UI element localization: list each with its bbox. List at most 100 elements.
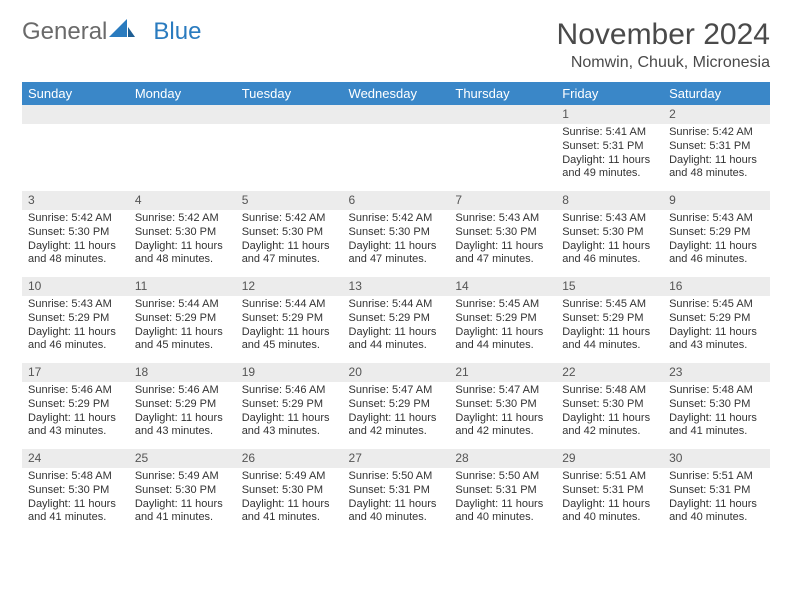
day-number: 3: [22, 191, 129, 210]
sunrise-text: Sunrise: 5:50 AM: [455, 470, 550, 484]
daylight-text: Daylight: 11 hours and 44 minutes.: [349, 326, 444, 354]
day-number: 16: [663, 277, 770, 296]
sunset-text: Sunset: 5:31 PM: [455, 484, 550, 498]
cell-body: Sunrise: 5:50 AMSunset: 5:31 PMDaylight:…: [449, 468, 556, 529]
daylight-text: Daylight: 11 hours and 44 minutes.: [455, 326, 550, 354]
day-number: [129, 105, 236, 124]
cell-body: Sunrise: 5:45 AMSunset: 5:29 PMDaylight:…: [556, 296, 663, 357]
daylight-text: Daylight: 11 hours and 45 minutes.: [135, 326, 230, 354]
calendar-cell: 30Sunrise: 5:51 AMSunset: 5:31 PMDayligh…: [663, 449, 770, 535]
day-number: 14: [449, 277, 556, 296]
calendar-cell: 15Sunrise: 5:45 AMSunset: 5:29 PMDayligh…: [556, 277, 663, 363]
day-number: 6: [343, 191, 450, 210]
calendar-cell: 26Sunrise: 5:49 AMSunset: 5:30 PMDayligh…: [236, 449, 343, 535]
sunset-text: Sunset: 5:30 PM: [455, 226, 550, 240]
cell-body: Sunrise: 5:43 AMSunset: 5:30 PMDaylight:…: [449, 210, 556, 271]
daylight-text: Daylight: 11 hours and 49 minutes.: [562, 154, 657, 182]
calendar-cell: 28Sunrise: 5:50 AMSunset: 5:31 PMDayligh…: [449, 449, 556, 535]
daylight-text: Daylight: 11 hours and 43 minutes.: [242, 412, 337, 440]
day-number: 11: [129, 277, 236, 296]
cell-body: Sunrise: 5:46 AMSunset: 5:29 PMDaylight:…: [236, 382, 343, 443]
sunset-text: Sunset: 5:29 PM: [349, 312, 444, 326]
calendar-cell: 19Sunrise: 5:46 AMSunset: 5:29 PMDayligh…: [236, 363, 343, 449]
day-number: 4: [129, 191, 236, 210]
cell-body: Sunrise: 5:48 AMSunset: 5:30 PMDaylight:…: [556, 382, 663, 443]
sunset-text: Sunset: 5:30 PM: [669, 398, 764, 412]
cell-body: Sunrise: 5:42 AMSunset: 5:30 PMDaylight:…: [22, 210, 129, 271]
daylight-text: Daylight: 11 hours and 48 minutes.: [669, 154, 764, 182]
month-title: November 2024: [557, 18, 770, 52]
brand-logo: General Blue: [22, 18, 201, 46]
daylight-text: Daylight: 11 hours and 41 minutes.: [135, 498, 230, 526]
day-number: 22: [556, 363, 663, 382]
sunrise-text: Sunrise: 5:42 AM: [28, 212, 123, 226]
sunset-text: Sunset: 5:30 PM: [28, 226, 123, 240]
sunrise-text: Sunrise: 5:47 AM: [349, 384, 444, 398]
daylight-text: Daylight: 11 hours and 41 minutes.: [242, 498, 337, 526]
calendar-cell: 25Sunrise: 5:49 AMSunset: 5:30 PMDayligh…: [129, 449, 236, 535]
day-number: 25: [129, 449, 236, 468]
day-number: 17: [22, 363, 129, 382]
daylight-text: Daylight: 11 hours and 40 minutes.: [349, 498, 444, 526]
sunrise-text: Sunrise: 5:43 AM: [562, 212, 657, 226]
sunrise-text: Sunrise: 5:51 AM: [562, 470, 657, 484]
cell-body: Sunrise: 5:42 AMSunset: 5:30 PMDaylight:…: [129, 210, 236, 271]
sunset-text: Sunset: 5:30 PM: [349, 226, 444, 240]
calendar-cell: [22, 105, 129, 191]
sunset-text: Sunset: 5:29 PM: [455, 312, 550, 326]
sunrise-text: Sunrise: 5:46 AM: [242, 384, 337, 398]
cell-body: Sunrise: 5:47 AMSunset: 5:29 PMDaylight:…: [343, 382, 450, 443]
cell-body: Sunrise: 5:51 AMSunset: 5:31 PMDaylight:…: [556, 468, 663, 529]
sunrise-text: Sunrise: 5:48 AM: [562, 384, 657, 398]
cell-body: [129, 124, 236, 130]
calendar-cell: 10Sunrise: 5:43 AMSunset: 5:29 PMDayligh…: [22, 277, 129, 363]
day-number: [22, 105, 129, 124]
calendar-row: 24Sunrise: 5:48 AMSunset: 5:30 PMDayligh…: [22, 449, 770, 535]
sunrise-text: Sunrise: 5:44 AM: [349, 298, 444, 312]
day-number: 15: [556, 277, 663, 296]
col-header: Saturday: [663, 82, 770, 105]
cell-body: [343, 124, 450, 130]
cell-body: Sunrise: 5:42 AMSunset: 5:30 PMDaylight:…: [236, 210, 343, 271]
day-number: 24: [22, 449, 129, 468]
cell-body: Sunrise: 5:47 AMSunset: 5:30 PMDaylight:…: [449, 382, 556, 443]
day-number: 20: [343, 363, 450, 382]
sunset-text: Sunset: 5:30 PM: [242, 226, 337, 240]
sunrise-text: Sunrise: 5:49 AM: [135, 470, 230, 484]
cell-body: Sunrise: 5:44 AMSunset: 5:29 PMDaylight:…: [343, 296, 450, 357]
day-number: 19: [236, 363, 343, 382]
sunrise-text: Sunrise: 5:46 AM: [135, 384, 230, 398]
calendar-cell: 27Sunrise: 5:50 AMSunset: 5:31 PMDayligh…: [343, 449, 450, 535]
sunrise-text: Sunrise: 5:51 AM: [669, 470, 764, 484]
cell-body: Sunrise: 5:42 AMSunset: 5:31 PMDaylight:…: [663, 124, 770, 185]
daylight-text: Daylight: 11 hours and 40 minutes.: [455, 498, 550, 526]
cell-body: Sunrise: 5:42 AMSunset: 5:30 PMDaylight:…: [343, 210, 450, 271]
cell-body: Sunrise: 5:44 AMSunset: 5:29 PMDaylight:…: [236, 296, 343, 357]
calendar-cell: 16Sunrise: 5:45 AMSunset: 5:29 PMDayligh…: [663, 277, 770, 363]
day-number: 8: [556, 191, 663, 210]
daylight-text: Daylight: 11 hours and 45 minutes.: [242, 326, 337, 354]
sunset-text: Sunset: 5:29 PM: [135, 398, 230, 412]
day-number: [236, 105, 343, 124]
calendar-table: Sunday Monday Tuesday Wednesday Thursday…: [22, 82, 770, 535]
day-number: 1: [556, 105, 663, 124]
sunset-text: Sunset: 5:31 PM: [562, 484, 657, 498]
sunset-text: Sunset: 5:29 PM: [135, 312, 230, 326]
sunset-text: Sunset: 5:30 PM: [135, 226, 230, 240]
day-number: 9: [663, 191, 770, 210]
cell-body: Sunrise: 5:43 AMSunset: 5:30 PMDaylight:…: [556, 210, 663, 271]
cell-body: Sunrise: 5:51 AMSunset: 5:31 PMDaylight:…: [663, 468, 770, 529]
day-number: 27: [343, 449, 450, 468]
sunset-text: Sunset: 5:30 PM: [455, 398, 550, 412]
sunrise-text: Sunrise: 5:49 AM: [242, 470, 337, 484]
sunset-text: Sunset: 5:29 PM: [242, 312, 337, 326]
sunset-text: Sunset: 5:29 PM: [562, 312, 657, 326]
sunrise-text: Sunrise: 5:46 AM: [28, 384, 123, 398]
sunset-text: Sunset: 5:29 PM: [349, 398, 444, 412]
calendar-cell: [236, 105, 343, 191]
page-header: General Blue November 2024 Nomwin, Chuuk…: [22, 18, 770, 72]
calendar-cell: 8Sunrise: 5:43 AMSunset: 5:30 PMDaylight…: [556, 191, 663, 277]
sunrise-text: Sunrise: 5:42 AM: [242, 212, 337, 226]
sunrise-text: Sunrise: 5:43 AM: [669, 212, 764, 226]
cell-body: [236, 124, 343, 130]
